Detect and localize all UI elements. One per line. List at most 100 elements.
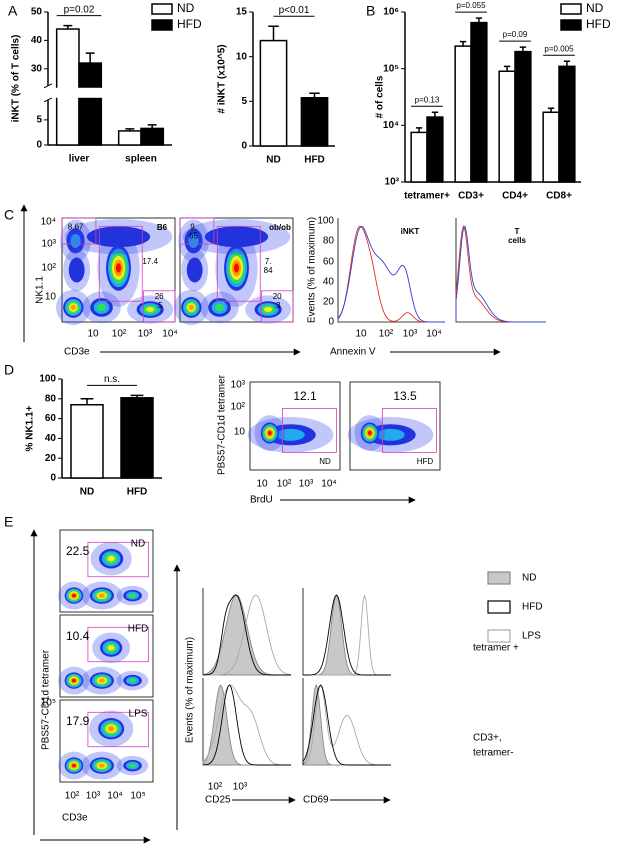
x-axis-label: CD3e — [64, 347, 90, 358]
y-tick-label: 0 — [36, 140, 42, 151]
y-tick-label: 60 — [45, 413, 57, 424]
error-bar — [63, 24, 73, 30]
density-contour — [98, 593, 105, 598]
y-tick-label: 10⁵ — [383, 63, 399, 74]
bar — [300, 97, 329, 147]
density-contour — [233, 263, 240, 273]
legend-swatch — [151, 3, 173, 15]
gate — [98, 225, 143, 302]
y-axis-label: Events (% of maximum) — [307, 217, 318, 323]
y-tick-label: 40 — [323, 277, 335, 288]
x-axis-label: CD69 — [303, 795, 329, 806]
density-contour — [72, 678, 76, 683]
error-bar — [415, 127, 423, 133]
histogram-curve — [303, 594, 391, 676]
panel-label: A — [8, 3, 18, 19]
histogram-curve — [337, 225, 445, 323]
row-label: tetramer- — [473, 748, 514, 759]
histogram-title: iNKT — [401, 227, 420, 236]
density-contour — [107, 726, 115, 732]
bar — [558, 65, 576, 183]
density-contour — [188, 304, 194, 310]
error-bar — [475, 17, 483, 23]
bar — [514, 50, 532, 183]
x-tick-label: CD8+ — [546, 191, 572, 202]
gate-value: 26 — [155, 292, 164, 301]
x-tick-label: 10² — [379, 329, 394, 340]
histogram-curve — [202, 684, 291, 766]
density-contour — [70, 233, 81, 248]
y-tick-label: 60 — [323, 257, 335, 268]
legend-label: HFD — [586, 17, 611, 31]
x-tick-label: 10 — [87, 329, 99, 340]
axis-break — [43, 83, 53, 89]
density-contour — [97, 303, 107, 312]
error-bar — [519, 46, 527, 52]
gate-value: 84 — [264, 266, 273, 275]
y-tick-label: 0 — [328, 317, 334, 328]
error-bar — [85, 52, 95, 64]
y-tick-label: 80 — [323, 236, 335, 247]
y-tick-label: 50 — [31, 7, 43, 18]
bar — [259, 39, 288, 147]
density-contour — [86, 226, 151, 248]
histogram-curve — [302, 684, 391, 766]
legend-label: ND — [586, 1, 604, 15]
x-axis-label: CD3e — [62, 813, 88, 824]
gate — [61, 217, 97, 245]
gate — [87, 541, 149, 578]
bar — [120, 397, 154, 479]
x-axis-label: BrdU — [250, 495, 273, 506]
y-tick-label: 10³ — [42, 239, 57, 250]
histogram-title: T — [515, 227, 520, 236]
x-tick-label: 10² — [208, 782, 223, 793]
y-tick-label: 10 — [45, 292, 57, 303]
histogram-curve — [203, 594, 292, 676]
density-contour — [128, 763, 137, 768]
sample-label: HFD — [417, 457, 434, 466]
y-axis-label: PBS57-CD1d tetramer — [217, 374, 228, 475]
x-tick-label: 10² — [65, 791, 80, 802]
gate-value: 65 — [189, 231, 198, 240]
histogram-curve — [202, 684, 291, 766]
x-tick-label: HFD — [127, 487, 148, 498]
y-tick-label: 40 — [45, 433, 57, 444]
gate-value: .5 — [156, 301, 163, 310]
y-axis-label: # iNKT (x10^5) — [217, 44, 228, 113]
gate-value: 7. — [265, 257, 272, 266]
y-tick-label: 5 — [36, 115, 42, 126]
gate — [87, 711, 149, 748]
y-tick-label: 5 — [241, 96, 247, 107]
y-tick-label: 10³ — [385, 177, 400, 188]
gate-value: 22.5 — [66, 544, 90, 558]
x-tick-label: 10³ — [138, 329, 153, 340]
gate-value: 9. — [190, 222, 197, 231]
error-bar — [125, 128, 135, 131]
density-contour — [70, 304, 76, 310]
density-contour — [98, 678, 105, 683]
bar — [426, 116, 444, 183]
gate — [142, 290, 176, 323]
y-axis-label: % NK1.1+ — [25, 405, 36, 451]
bar — [117, 130, 142, 146]
gate — [381, 407, 437, 453]
x-tick-label: CD4+ — [502, 191, 528, 202]
y-tick-label: 10² — [231, 402, 246, 413]
gate-value: 8.67 — [68, 222, 84, 231]
bar — [470, 21, 488, 183]
histogram-curve — [202, 684, 291, 766]
error-bar — [309, 92, 320, 98]
y-axis-label: Events (% of maximum) — [185, 637, 196, 743]
y-tick-label: 0 — [50, 473, 56, 484]
density-contour — [215, 303, 225, 312]
x-tick-label: 10⁵ — [130, 791, 145, 802]
legend-label: ND — [522, 573, 536, 584]
gate-value: 20 — [273, 292, 282, 301]
y-axis-label: NK1.1 — [35, 276, 46, 304]
y-tick-label: 20 — [323, 297, 335, 308]
x-tick-label: 10 — [256, 479, 268, 490]
annotation: p=0.055 — [456, 1, 486, 10]
y-tick-label: 10⁴ — [383, 120, 399, 131]
